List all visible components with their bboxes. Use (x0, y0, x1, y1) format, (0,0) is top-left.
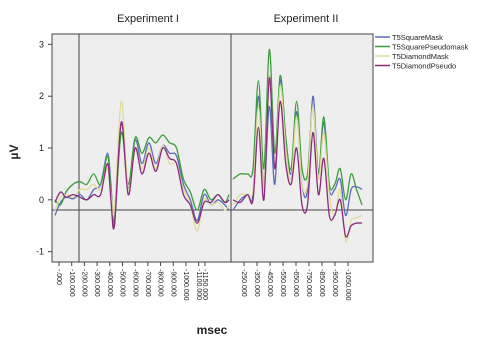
legend-label: T5DiamondPseudo (392, 62, 456, 71)
x-tick-label: -600.000 (131, 269, 138, 297)
legend-label: T5DiamondMask (392, 52, 449, 61)
x-axis-ticks: -.000 -100.000 -200.000 -300.000 -400.000 -50… (55, 262, 351, 301)
x-tick-label: -800.000 (157, 269, 164, 297)
y-tick-label: 1 (39, 143, 44, 153)
x-tick-label: -750.000 (305, 269, 312, 297)
x-tick-label: -1050.000 (344, 269, 351, 301)
series-line-t5squarepseudomask-panel1 (54, 131, 230, 223)
x-tick-label: -850.000 (318, 269, 325, 297)
x-tick-label: -1100.000 (195, 269, 202, 300)
x-tick-label: -.000 (55, 269, 62, 285)
x-tick-label: -350.000 (253, 269, 260, 297)
legend: T5SquareMaskT5SquarePseudomaskT5DiamondM… (375, 33, 469, 71)
series-line-t5diamondpseudo-panel1 (54, 121, 230, 230)
series-line-t5diamondpseudo-panel2 (232, 77, 363, 238)
y-tick-label: 3 (39, 39, 44, 49)
x-axis-label: msec (197, 323, 228, 337)
x-tick-label: -700.000 (144, 269, 151, 297)
x-tick-label: -100.000 (68, 269, 75, 297)
x-tick-label: -300.000 (93, 269, 100, 297)
x-tick-label: -950.000 (331, 269, 338, 297)
plot-area (51, 33, 374, 263)
x-tick-label: -1000.000 (182, 269, 189, 301)
panel-title-1: Experiment I (117, 13, 179, 25)
y-tick-label: -1 (36, 247, 44, 257)
x-tick-label: -1150.000 (201, 269, 208, 300)
series-lines (54, 48, 363, 243)
series-line-t5squaremask-panel2 (232, 79, 363, 217)
series-line-t5diamondmask-panel2 (232, 74, 363, 243)
x-tick-label: -900.000 (169, 269, 176, 297)
y-tick-label: 0 (39, 195, 44, 205)
panel-title-2: Experiment II (274, 13, 339, 25)
x-tick-label: -250.000 (240, 269, 247, 297)
y-axis-ticks: -1 0 1 2 3 (36, 39, 52, 257)
y-axis-label: µV (7, 145, 21, 160)
x-tick-label: -450.000 (266, 269, 273, 297)
series-line-t5squaremask-panel1 (54, 121, 230, 229)
legend-label: T5SquarePseudomask (392, 43, 469, 52)
x-tick-label: -650.000 (292, 269, 299, 297)
x-tick-label: -550.000 (279, 269, 286, 297)
x-tick-label: -500.000 (119, 269, 126, 297)
y-tick-label: 2 (39, 91, 44, 101)
x-tick-label: -400.000 (106, 269, 113, 297)
legend-label: T5SquareMask (392, 33, 443, 42)
series-line-t5squarepseudomask-panel2 (232, 48, 363, 206)
x-tick-label: -200.000 (81, 269, 88, 297)
